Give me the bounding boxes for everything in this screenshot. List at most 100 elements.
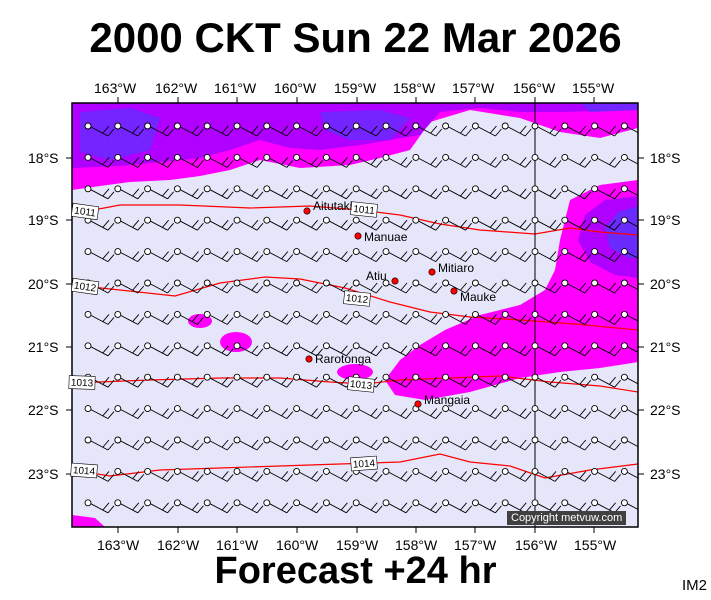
wind-barb	[382, 279, 413, 294]
lon-label: 161°W	[214, 80, 257, 96]
wind-barb	[203, 185, 234, 200]
isobar-label-1014b: 1014	[350, 455, 378, 472]
wind-barb	[144, 436, 174, 451]
lon-label: 155°W	[572, 80, 615, 96]
wind-barb	[561, 153, 592, 168]
place-label-mitiaro: Mitiaro	[438, 261, 474, 275]
wind-barb	[471, 153, 502, 168]
wind-barb	[412, 436, 443, 451]
wind-barb	[591, 122, 621, 137]
wind-barb	[382, 373, 413, 388]
wind-barb	[501, 310, 532, 325]
lon-label: 162°W	[157, 537, 200, 553]
svg-text:1013: 1013	[71, 378, 94, 390]
wind-barb	[263, 153, 294, 168]
wind-barb	[412, 153, 443, 168]
isobar-label-1013a: 1013	[68, 375, 96, 390]
wind-barb	[591, 216, 621, 231]
lon-label: 163°W	[94, 80, 137, 96]
lat-label: 20°S	[28, 276, 59, 292]
wind-barb	[173, 373, 204, 388]
wind-barb	[382, 342, 413, 357]
wind-barb	[144, 373, 174, 388]
wind-barb	[501, 373, 532, 388]
lon-label: 162°W	[155, 80, 198, 96]
wind-barb	[501, 185, 532, 200]
wind-barb	[412, 185, 443, 200]
wind-barb	[233, 342, 264, 357]
wind-barb	[322, 185, 353, 200]
wind-barb	[620, 185, 638, 196]
wind-barb	[322, 153, 353, 168]
wind-barb	[471, 342, 502, 357]
wind-barb	[263, 122, 294, 137]
wind-barb	[382, 405, 413, 419]
lon-label: 160°W	[274, 80, 317, 96]
places: Aitutaki Manuae Atiu Mitiaro Mauke Rarot…	[303, 199, 496, 408]
wind-barb	[203, 216, 234, 231]
rain-cell	[337, 364, 373, 380]
wind-barb	[203, 248, 234, 262]
svg-text:1014: 1014	[353, 458, 376, 471]
wind-barb	[591, 342, 621, 357]
svg-text:1012: 1012	[345, 293, 369, 306]
wind-barb	[114, 436, 145, 451]
wind-barb	[620, 405, 638, 416]
wind-barb	[144, 342, 174, 357]
wind-barb	[501, 436, 532, 451]
wind-barb	[263, 373, 294, 388]
wind-barb	[173, 216, 204, 231]
wind-barb	[144, 499, 174, 514]
wind-barb	[561, 310, 592, 325]
wind-barb	[352, 122, 383, 137]
wind-barb	[471, 279, 502, 294]
wind-barb	[501, 499, 532, 514]
wind-barb	[501, 342, 532, 357]
wind-barb	[322, 310, 353, 325]
wind-barb	[382, 153, 413, 168]
wind-barb	[322, 122, 353, 137]
wind-barb	[84, 436, 115, 451]
wind-barb	[442, 122, 472, 137]
wind-barb	[263, 342, 294, 357]
wind-barb	[442, 405, 472, 419]
place-label-aitutaki: Aitutaki	[313, 199, 352, 213]
wind-barb	[412, 216, 443, 231]
wind-barb	[442, 279, 472, 294]
wind-barb	[412, 499, 443, 514]
wind-barb	[501, 405, 532, 419]
place-label-manuae: Manuae	[364, 230, 408, 244]
wind-barb	[501, 122, 532, 137]
svg-text:1014: 1014	[72, 465, 95, 478]
wind-barb	[293, 499, 323, 514]
wind-barb	[173, 499, 204, 514]
wind-barb	[412, 342, 443, 357]
lon-label: 163°W	[97, 537, 140, 553]
wind-barb	[263, 216, 294, 231]
wind-barb	[293, 153, 323, 168]
wind-barb	[501, 248, 532, 262]
wind-barb	[352, 310, 383, 325]
wind-barb	[263, 405, 294, 419]
wind-barb	[382, 185, 413, 200]
wind-barb	[322, 405, 353, 419]
wind-barb	[352, 436, 383, 451]
wind-barb	[591, 248, 621, 262]
place-label-atiu: Atiu	[366, 269, 387, 283]
wind-barb	[322, 499, 353, 514]
wind-barb	[203, 405, 234, 419]
wind-barb	[531, 310, 562, 325]
svg-text:1011: 1011	[74, 206, 97, 220]
svg-text:1011: 1011	[353, 204, 376, 217]
wind-barb	[144, 153, 174, 168]
wind-barb	[173, 248, 204, 262]
wind-barb	[322, 342, 353, 357]
wind-barb	[352, 405, 383, 419]
wind-barb	[144, 248, 174, 262]
map-frame	[71, 102, 639, 528]
wind-barb	[263, 499, 294, 514]
wind-barb	[442, 436, 472, 451]
wind-barb	[620, 153, 638, 165]
wind-barb	[293, 467, 323, 482]
wind-barb	[412, 467, 443, 482]
